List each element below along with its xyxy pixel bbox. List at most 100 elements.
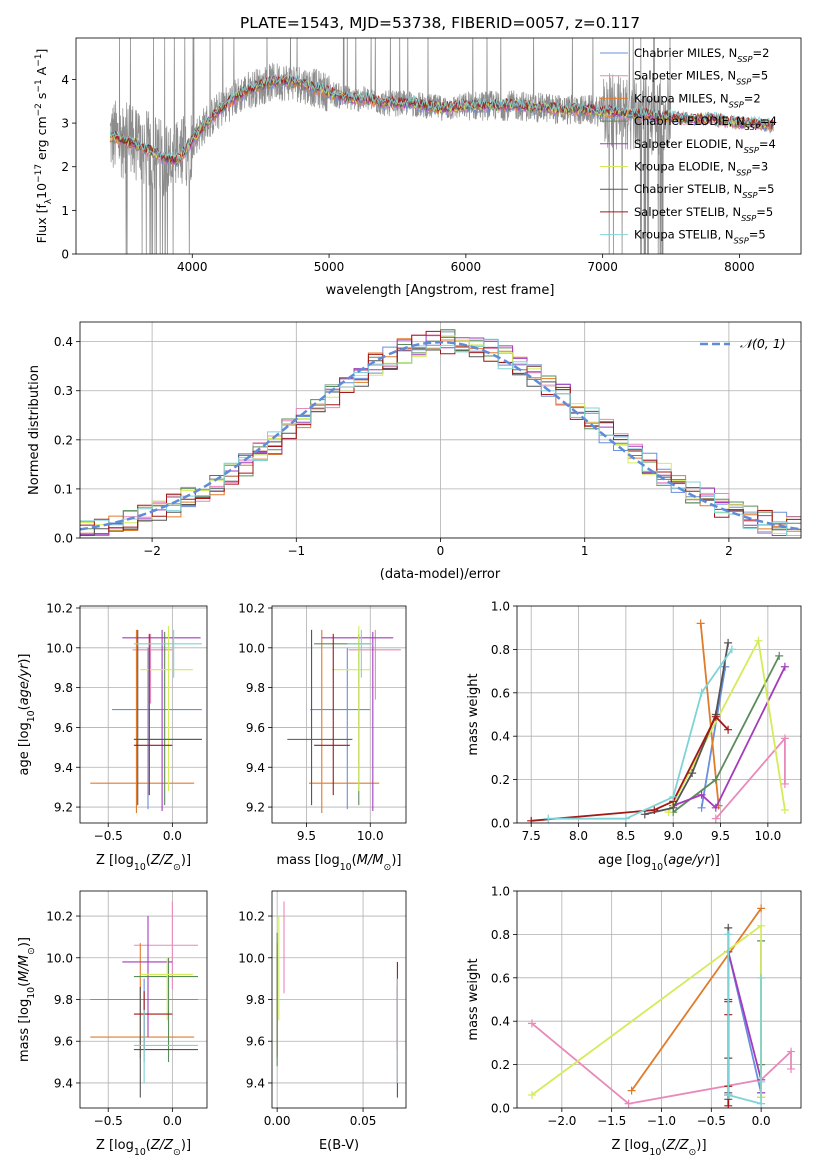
age_vs_mass-ytick-label: 10.0 [238, 641, 265, 655]
weight_vs_Z-marker [724, 1101, 733, 1108]
age_vs_mass-ytick-label: 9.4 [246, 761, 265, 775]
spectrum-ytick-label: 4 [61, 73, 69, 87]
weight_vs_Z-marker [527, 1019, 536, 1028]
residuals-ytick-label: 0.4 [54, 335, 73, 349]
weight_vs_Z-frame [516, 890, 802, 1109]
weight_vs_age-ytick-label: 1.0 [491, 600, 510, 614]
weight_vs_age-marker [711, 775, 720, 784]
spectrum-legend-label: Salpeter STELIB, NSSP=5 [634, 205, 773, 223]
weight_vs_Z-xtick-label: −1.5 [597, 1114, 626, 1128]
age_vs_Z-xlabel: Z [log10(Z/Z⊙)] [96, 853, 191, 873]
weight_vs_age-series-line [672, 655, 781, 813]
weight_vs_age-xtick-label: 9.5 [711, 829, 730, 843]
weight_vs_age-ylabel: mass weight [466, 673, 481, 755]
spectrum-legend-label: Salpeter MILES, NSSP=5 [634, 69, 768, 87]
weight_vs_age-marker [711, 712, 720, 721]
weight_vs_age-marker [711, 814, 720, 823]
residuals-xtick-label: 0 [437, 544, 445, 558]
weight_vs_Z-marker [624, 1099, 633, 1108]
weight_vs_Z-marker [527, 1090, 536, 1099]
mass_vs_ebv-panel: 0.00 0.05 9.4 9.6 9.8 10.0 10.2 E(B-V) [238, 890, 407, 1153]
age_vs_mass-plot-area [272, 606, 406, 823]
weight_vs_age-series-line [699, 623, 720, 806]
spectrum-ylabel: Flux [fλ10−17 erg cm−2 s−1 A−1] [34, 49, 54, 244]
age_vs_mass-ytick-label: 10.2 [238, 601, 265, 615]
mass_vs_Z-panel: −0.5 0.0 9.4 9.6 9.8 10.0 10.2 Z [log10(Z/Z⊙)] m… [17, 890, 208, 1158]
spectrum-xtick-label: 4000 [177, 260, 208, 274]
weight_vs_age-xtick-label: 8.5 [616, 829, 635, 843]
residuals-plot-area [80, 322, 801, 538]
weight_vs_Z-xtick-label: 0.0 [752, 1114, 771, 1128]
weight_vs_age-marker [754, 636, 763, 645]
residuals-ylabel: Normed distribution [27, 365, 42, 495]
spectrum-xtick-label: 7000 [587, 260, 618, 274]
mass_vs_Z-plot-area [80, 891, 207, 1108]
age_vs_Z-ytick-label: 9.4 [54, 761, 73, 775]
residuals-xtick-label: −1 [287, 544, 305, 558]
age_vs_Z-ytick-label: 9.6 [54, 721, 73, 735]
mass_vs_Z-xlabel: Z [log10(Z/Z⊙)] [96, 1138, 191, 1158]
spectrum-legend-label: Kroupa MILES, NSSP=2 [634, 91, 761, 109]
mass_vs_ebv-ytick-label: 10.2 [238, 910, 265, 924]
weight_vs_Z-marker [787, 1064, 796, 1073]
weight_vs_age-marker [527, 816, 536, 823]
weight_vs_Z-ytick-label: 0.2 [491, 1058, 510, 1072]
mass_vs_Z-frame [79, 890, 208, 1109]
mass_vs_Z-ytick-label: 10.0 [46, 951, 73, 965]
weight_vs_Z-ytick-label: 0.6 [491, 971, 510, 985]
weight_vs_Z-marker [757, 1099, 766, 1108]
weight_vs_age-marker [780, 779, 789, 788]
weight_vs_age-marker [780, 734, 789, 743]
weight_vs_Z-marker [787, 1047, 796, 1056]
age_vs_mass-xtick-label: 9.5 [297, 829, 316, 843]
weight_vs_Z-xtick-label: −0.5 [697, 1114, 726, 1128]
mass_vs_ebv-ytick-label: 9.6 [246, 1035, 265, 1049]
weight_vs_age-ytick-label: 0.0 [491, 817, 510, 831]
weight_vs_age-marker [669, 792, 678, 801]
weight_vs_age-series-line [715, 735, 786, 820]
weight_vs_age-plot-area [517, 606, 801, 823]
mass_vs_ebv-frame [271, 890, 407, 1109]
residuals-ytick-label: 0.2 [54, 433, 73, 447]
mass_vs_ebv-plot-area [272, 891, 406, 1108]
age_vs_Z-xtick-label: −0.5 [94, 829, 123, 843]
residuals-xtick-label: 2 [725, 544, 733, 558]
weight_vs_age-marker [697, 803, 706, 812]
age_vs_Z-ylabel: age [log10(age/yr)] [17, 653, 37, 775]
weight_vs_Z-xlabel: Z [log10(Z/Z⊙)] [611, 1138, 706, 1158]
mass_vs_Z-ytick-label: 9.4 [54, 1076, 73, 1090]
weight_vs_age-ytick-label: 0.8 [491, 643, 510, 657]
weight_vs_age-ytick-label: 0.4 [491, 730, 510, 744]
spectrum-ytick-label: 3 [61, 117, 69, 131]
residuals-legend-label: 𝒩(0, 1) [740, 336, 786, 351]
residuals-panel: −2 −1 0 1 2 0.0 0.1 0.2 0.3 0.4 𝒩(0, 1) (data-model… [27, 321, 802, 582]
spectrum-legend-label: Chabrier MILES, NSSP=2 [634, 46, 769, 64]
weight_vs_Z-panel: −2.0 −1.5 −1.0 −0.5 0.0 0.0 0.2 0.4 0.6 0.8 1.0 Z [… [466, 885, 802, 1158]
weight_vs_age-marker [688, 769, 697, 778]
spectrum-xtick-label: 8000 [724, 260, 755, 274]
mass_vs_Z-ytick-label: 9.8 [54, 993, 73, 1007]
weight_vs_age-series-line [531, 715, 729, 822]
weight_vs_Z-xtick-label: −1.0 [647, 1114, 676, 1128]
weight_vs_age-marker [696, 619, 705, 628]
weight_vs_age-marker [724, 725, 733, 734]
residuals-normal-curve [80, 340, 801, 531]
age_vs_mass-panel: 9.5 10.0 9.2 9.4 9.6 9.8 10.0 10.2 mass [log10(M… [238, 601, 407, 873]
residuals-xlabel: (data-model)/error [380, 567, 501, 582]
mass_vs_ebv-xtick-label: 0.05 [350, 1114, 377, 1128]
weight_vs_Z-marker [627, 1086, 636, 1095]
weight_vs_age-marker [780, 662, 789, 671]
weight_vs_age-marker [621, 814, 630, 823]
spectrum-legend-label: Salpeter ELODIE, NSSP=4 [634, 137, 776, 155]
weight_vs_age-ytick-label: 0.2 [491, 773, 510, 787]
age_vs_Z-xtick-label: 0.0 [163, 829, 182, 843]
weight_vs_age-marker [650, 805, 659, 814]
spectrum-legend-label: Kroupa STELIB, NSSP=5 [634, 228, 766, 246]
weight_vs_age-panel: 7.5 8.0 8.5 9.0 9.5 10.0 0.0 0.2 0.4 0.6 0.8 1.0 age… [466, 600, 802, 873]
spectrum-model-line [109, 74, 774, 161]
mass_vs_ebv-xlabel: E(B-V) [319, 1138, 359, 1153]
weight_vs_age-ytick-label: 0.6 [491, 686, 510, 700]
weight_vs_Z-marker [724, 1090, 733, 1099]
weight_vs_Z-ytick-label: 0.4 [491, 1015, 510, 1029]
